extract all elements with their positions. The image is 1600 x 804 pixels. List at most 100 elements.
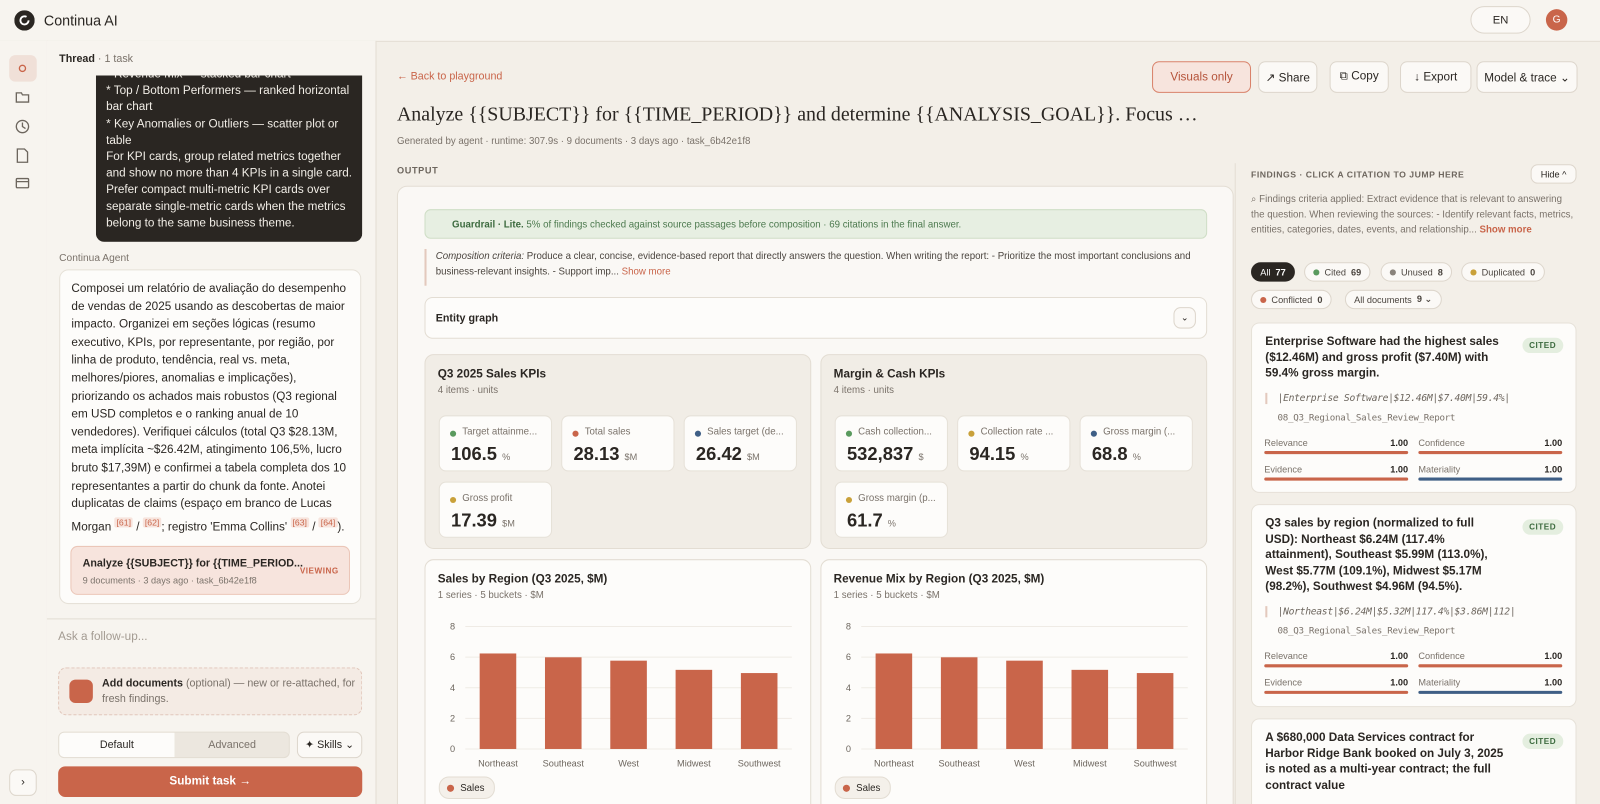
score-bar	[1264, 477, 1409, 481]
kpi-value: 106.5	[451, 443, 497, 465]
bar	[875, 653, 913, 749]
agent-label: Continua Agent	[59, 253, 129, 265]
avatar[interactable]: G	[1545, 9, 1568, 31]
filter-chip[interactable]: Cited 69	[1304, 262, 1371, 282]
y-tick-label: 6	[450, 652, 455, 662]
x-tick-label: West	[1014, 758, 1035, 768]
logo	[14, 10, 35, 31]
findings-criteria: ⌕ Findings criteria applied: Extract evi…	[1251, 192, 1578, 238]
legend-item[interactable]: Sales	[834, 776, 891, 799]
y-tick-label: 2	[450, 713, 455, 723]
user-message: * Revenue Mix — stacked bar chart* Top /…	[95, 75, 363, 242]
chart: 0 2 4 6 8 Northeast Southeast West Midwest Southw…	[450, 622, 792, 768]
x-tick-label: Southwest	[738, 758, 781, 768]
submit-button[interactable]: Submit task →	[58, 766, 363, 797]
score-bar	[1264, 663, 1409, 667]
y-tick-label: 4	[846, 683, 851, 693]
score-value: 1.00	[1544, 463, 1563, 474]
kpi-label: Target attainme...	[462, 426, 538, 438]
y-tick-label: 0	[450, 744, 455, 754]
x-tick-label: Southeast	[543, 758, 585, 768]
criteria-text: ⌕ Findings criteria applied: Extract evi…	[1251, 193, 1574, 236]
x-tick-label: Southeast	[939, 758, 981, 768]
citation[interactable]: [62]	[142, 517, 162, 528]
filter-chip[interactable]: Unused 8	[1380, 262, 1453, 282]
filter-chip[interactable]: Conflicted 0	[1251, 289, 1332, 310]
chart-title: Sales by Region (Q3 2025, $M)	[437, 573, 608, 586]
kpi-tile: Cash collection... 532,837 $	[834, 415, 948, 472]
kpi-value-row: 532,837 $	[847, 444, 924, 465]
finding-card[interactable]: A $680,000 Data Services contract for Ha…	[1251, 718, 1577, 804]
add-documents[interactable]: Add documents (optional) — new or re-att…	[58, 667, 363, 716]
bar	[675, 669, 713, 749]
entity-graph-title: Entity graph	[435, 312, 499, 325]
kpi-value: 28.13	[573, 443, 620, 465]
guardrail: Guardrail · Lite. 5% of findings checked…	[424, 209, 1208, 239]
kpi-unit: %	[502, 452, 511, 463]
bar	[740, 673, 778, 749]
kpi-dot	[968, 430, 975, 437]
score-value: 1.00	[1544, 650, 1563, 661]
kpi-unit: %	[1020, 452, 1029, 463]
hide-button[interactable]: Hide ^	[1530, 164, 1577, 184]
filter-chip[interactable]: Duplicated 0	[1461, 262, 1545, 282]
filter-count: 77	[1275, 266, 1286, 278]
filter-chip[interactable]: All documents 9 ⌄	[1344, 289, 1442, 310]
citation[interactable]: [64]	[318, 517, 338, 528]
score-label: Relevance	[1264, 437, 1308, 448]
user-message-clip: * Revenue Mix — stacked bar chart* Top /…	[95, 75, 363, 242]
kpi-tile: Sales target (de... 26.42 $M	[683, 415, 797, 472]
output-label: OUTPUT	[396, 165, 439, 176]
citation[interactable]: [63]	[290, 517, 309, 528]
kpi-unit: $M	[746, 452, 760, 463]
bar	[1006, 660, 1043, 749]
skills-button[interactable]: ✦ Skills ⌄	[296, 731, 363, 759]
score-value: 1.00	[1544, 677, 1563, 688]
kpi-value: 68.8	[1091, 443, 1128, 465]
finding-card[interactable]: Q3 sales by region (normalized to full U…	[1251, 504, 1577, 708]
mode-default[interactable]: Default	[59, 732, 175, 758]
criteria-more[interactable]: Show more	[1479, 224, 1532, 236]
kpi-tile: Collection rate ... 94.15%	[957, 415, 1071, 472]
language-button[interactable]: EN	[1470, 6, 1531, 34]
legend-label: Sales	[856, 782, 881, 794]
x-tick-label: Midwest	[677, 758, 711, 768]
kpi-tile: Gross profit 17.39 $M	[438, 481, 553, 538]
finding-card[interactable]: Enterprise Software had the highest sale…	[1251, 322, 1577, 493]
score-bar	[1418, 690, 1563, 694]
finding-source: 08_Q3_Regional_Sales_Review_Report	[1277, 626, 1456, 637]
composition-more[interactable]: Show more	[621, 266, 671, 278]
entity-graph[interactable]: Entity graph ⌄	[424, 296, 1208, 339]
composition: Composition criteria: Produce a clear, c…	[424, 248, 1191, 286]
task-card[interactable]: Analyze {{SUBJECT}} for {{TIME_PERIOD...…	[70, 545, 351, 595]
action-button[interactable]: ↗ Share	[1258, 61, 1318, 93]
rail-selected[interactable]	[9, 55, 37, 82]
legend-item[interactable]: Sales	[438, 776, 495, 799]
guardrail-text: 5% of findings checked against source pa…	[526, 219, 962, 231]
report-meta: Generated by agent · runtime: 307.9s · 9…	[396, 135, 751, 147]
followup-input[interactable]: Ask a follow-up...	[58, 630, 148, 643]
mode-advanced[interactable]: Advanced	[208, 738, 256, 752]
score-bar	[1264, 690, 1409, 694]
expand-toggle[interactable]: ⌄	[1173, 307, 1196, 329]
action-button[interactable]: Model & trace ⌄	[1476, 61, 1578, 93]
citation[interactable]: [61]	[114, 517, 134, 528]
chart-subtitle: 1 series · 5 buckets · $M	[437, 589, 544, 602]
filter-label: Cited	[1324, 266, 1346, 278]
rail-icons[interactable]	[14, 61, 30, 194]
message-text: ; registro 'Emma Collins'	[161, 520, 291, 534]
findings-panel	[1234, 163, 1600, 804]
legend-swatch	[842, 784, 851, 792]
kpi-tile: Gross margin (... 68.8%	[1079, 415, 1193, 472]
action-button[interactable]: ⧉ Copy	[1329, 61, 1389, 93]
kpi-value-row: 94.15%	[969, 444, 1028, 465]
action-button[interactable]: Visuals only	[1152, 61, 1252, 93]
kpi-dot	[572, 430, 579, 437]
message-line: * Top / Bottom Performers — ranked horiz…	[106, 84, 350, 114]
back-link[interactable]: ← Back to playground	[396, 70, 503, 83]
finding-text: Enterprise Software had the highest sale…	[1265, 335, 1499, 380]
filter-label: All documents	[1354, 294, 1412, 305]
expand-button[interactable]: ›	[9, 769, 37, 796]
filter-chip[interactable]: All 77	[1251, 262, 1295, 282]
action-button[interactable]: ↓ Export	[1400, 61, 1472, 93]
